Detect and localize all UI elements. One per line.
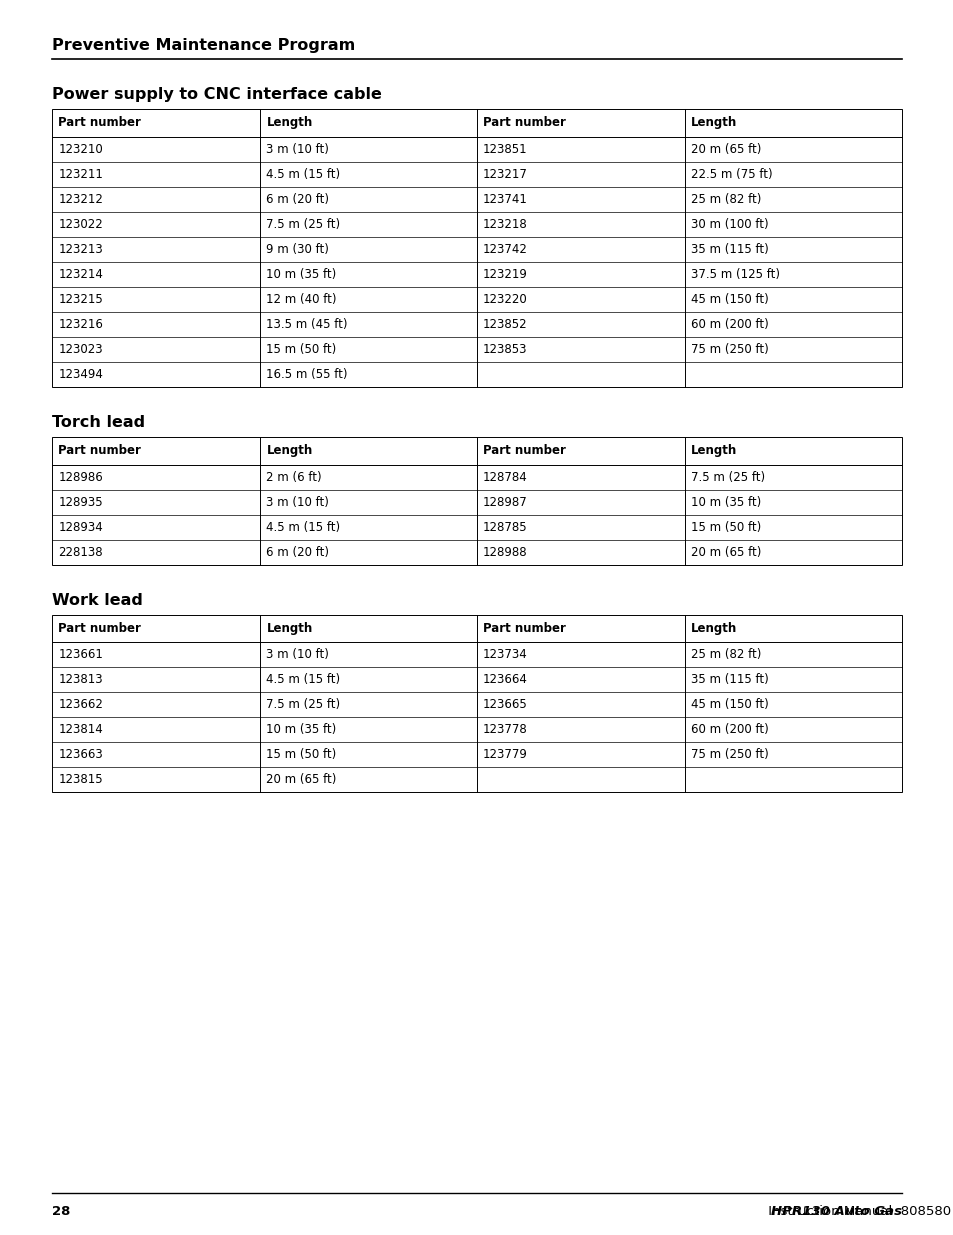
Text: 123494: 123494	[58, 368, 103, 380]
Text: 10 m (35 ft): 10 m (35 ft)	[266, 724, 336, 736]
Text: 4.5 m (15 ft): 4.5 m (15 ft)	[266, 521, 340, 534]
Text: 123814: 123814	[58, 724, 103, 736]
Text: 15 m (50 ft): 15 m (50 ft)	[266, 343, 336, 356]
Text: 4.5 m (15 ft): 4.5 m (15 ft)	[266, 168, 340, 180]
Text: 6 m (20 ft): 6 m (20 ft)	[266, 193, 329, 206]
Text: 3 m (10 ft): 3 m (10 ft)	[266, 648, 329, 661]
Text: 12 m (40 ft): 12 m (40 ft)	[266, 293, 336, 306]
Text: Part number: Part number	[482, 445, 565, 457]
Text: Torch lead: Torch lead	[52, 415, 146, 430]
Text: Length: Length	[266, 622, 313, 635]
Text: Power supply to CNC interface cable: Power supply to CNC interface cable	[52, 86, 382, 103]
Text: 228138: 228138	[58, 546, 103, 558]
Text: Instruction Manual  808580: Instruction Manual 808580	[762, 1205, 949, 1218]
Text: 25 m (82 ft): 25 m (82 ft)	[690, 193, 760, 206]
Text: 123216: 123216	[58, 317, 103, 331]
Text: Part number: Part number	[482, 116, 565, 130]
Text: 45 m (150 ft): 45 m (150 ft)	[690, 698, 768, 711]
Text: 3 m (10 ft): 3 m (10 ft)	[266, 495, 329, 509]
Text: Part number: Part number	[58, 445, 141, 457]
Text: 128986: 128986	[58, 471, 103, 484]
Bar	[52, 615, 901, 793]
Text: Preventive Maintenance Program: Preventive Maintenance Program	[52, 38, 355, 53]
Text: 128987: 128987	[482, 495, 527, 509]
Text: 123022: 123022	[58, 217, 103, 231]
Text: 30 m (100 ft): 30 m (100 ft)	[690, 217, 768, 231]
Text: 7.5 m (25 ft): 7.5 m (25 ft)	[266, 698, 340, 711]
Text: 123734: 123734	[482, 648, 527, 661]
Text: 35 m (115 ft): 35 m (115 ft)	[690, 673, 768, 687]
Text: 37.5 m (125 ft): 37.5 m (125 ft)	[690, 268, 780, 280]
Text: Part number: Part number	[58, 116, 141, 130]
Text: 15 m (50 ft): 15 m (50 ft)	[690, 521, 760, 534]
Text: 6 m (20 ft): 6 m (20 ft)	[266, 546, 329, 558]
Text: 123023: 123023	[58, 343, 103, 356]
Text: 123779: 123779	[482, 748, 527, 761]
Text: 123813: 123813	[58, 673, 103, 687]
Text: 7.5 m (25 ft): 7.5 m (25 ft)	[266, 217, 340, 231]
Text: 25 m (82 ft): 25 m (82 ft)	[690, 648, 760, 661]
Text: HPR130 Auto Gas: HPR130 Auto Gas	[770, 1205, 901, 1218]
Text: 123852: 123852	[482, 317, 527, 331]
Text: 7.5 m (25 ft): 7.5 m (25 ft)	[690, 471, 764, 484]
Text: 123214: 123214	[58, 268, 103, 280]
Text: Work lead: Work lead	[52, 593, 143, 608]
Text: 123815: 123815	[58, 773, 103, 787]
Text: 123778: 123778	[482, 724, 527, 736]
Text: 123661: 123661	[58, 648, 103, 661]
Text: Length: Length	[690, 622, 737, 635]
Text: 45 m (150 ft): 45 m (150 ft)	[690, 293, 768, 306]
Text: 28: 28	[52, 1205, 71, 1218]
Text: 60 m (200 ft): 60 m (200 ft)	[690, 317, 768, 331]
Text: 123851: 123851	[482, 143, 527, 156]
Text: 10 m (35 ft): 10 m (35 ft)	[266, 268, 336, 280]
Text: 123210: 123210	[58, 143, 103, 156]
Text: 128988: 128988	[482, 546, 527, 558]
Text: 16.5 m (55 ft): 16.5 m (55 ft)	[266, 368, 348, 380]
Text: 123742: 123742	[482, 243, 527, 256]
Text: 10 m (35 ft): 10 m (35 ft)	[690, 495, 760, 509]
Bar	[52, 109, 901, 387]
Text: 15 m (50 ft): 15 m (50 ft)	[266, 748, 336, 761]
Text: 128935: 128935	[58, 495, 103, 509]
Text: Length: Length	[266, 116, 313, 130]
Text: 123741: 123741	[482, 193, 527, 206]
Text: Length: Length	[690, 445, 737, 457]
Text: 3 m (10 ft): 3 m (10 ft)	[266, 143, 329, 156]
Text: Length: Length	[690, 116, 737, 130]
Text: Part number: Part number	[482, 622, 565, 635]
Text: 13.5 m (45 ft): 13.5 m (45 ft)	[266, 317, 348, 331]
Text: 20 m (65 ft): 20 m (65 ft)	[690, 143, 760, 156]
Text: 123663: 123663	[58, 748, 103, 761]
Text: 4.5 m (15 ft): 4.5 m (15 ft)	[266, 673, 340, 687]
Bar	[52, 437, 901, 564]
Text: 123217: 123217	[482, 168, 527, 180]
Text: 123218: 123218	[482, 217, 527, 231]
Text: 123662: 123662	[58, 698, 103, 711]
Text: 128934: 128934	[58, 521, 103, 534]
Text: 128785: 128785	[482, 521, 527, 534]
Text: 123665: 123665	[482, 698, 527, 711]
Text: 60 m (200 ft): 60 m (200 ft)	[690, 724, 768, 736]
Text: 123211: 123211	[58, 168, 103, 180]
Text: 35 m (115 ft): 35 m (115 ft)	[690, 243, 768, 256]
Text: 123664: 123664	[482, 673, 527, 687]
Text: Part number: Part number	[58, 622, 141, 635]
Text: 75 m (250 ft): 75 m (250 ft)	[690, 343, 768, 356]
Text: Length: Length	[266, 445, 313, 457]
Text: 123220: 123220	[482, 293, 527, 306]
Text: 123213: 123213	[58, 243, 103, 256]
Text: 123853: 123853	[482, 343, 527, 356]
Text: 123212: 123212	[58, 193, 103, 206]
Text: 123215: 123215	[58, 293, 103, 306]
Text: 2 m (6 ft): 2 m (6 ft)	[266, 471, 322, 484]
Text: 128784: 128784	[482, 471, 527, 484]
Text: 75 m (250 ft): 75 m (250 ft)	[690, 748, 768, 761]
Text: 20 m (65 ft): 20 m (65 ft)	[266, 773, 336, 787]
Text: 123219: 123219	[482, 268, 527, 280]
Text: 9 m (30 ft): 9 m (30 ft)	[266, 243, 329, 256]
Text: 22.5 m (75 ft): 22.5 m (75 ft)	[690, 168, 772, 180]
Text: 20 m (65 ft): 20 m (65 ft)	[690, 546, 760, 558]
